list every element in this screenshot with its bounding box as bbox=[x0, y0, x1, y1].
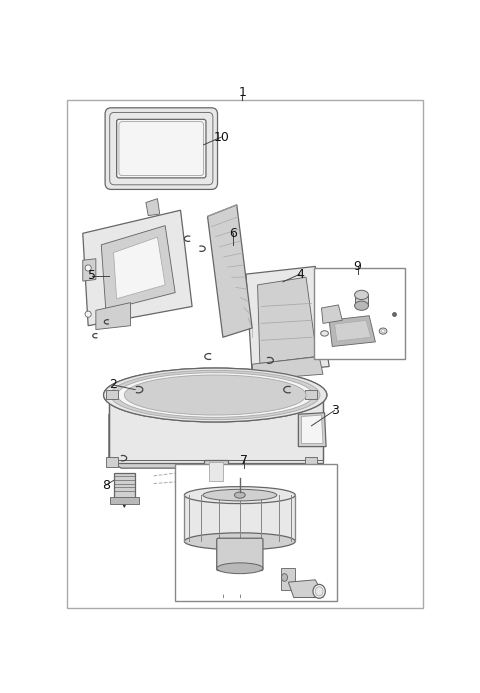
Polygon shape bbox=[246, 266, 329, 374]
Bar bbox=[281, 568, 295, 590]
Ellipse shape bbox=[281, 574, 288, 581]
Ellipse shape bbox=[184, 486, 295, 504]
Text: 2: 2 bbox=[109, 378, 118, 392]
Polygon shape bbox=[288, 580, 323, 597]
Text: 9: 9 bbox=[354, 260, 361, 273]
Polygon shape bbox=[252, 356, 323, 380]
Bar bbox=[184, 495, 295, 541]
Bar bbox=[314, 268, 405, 359]
Bar bbox=[204, 460, 228, 493]
Polygon shape bbox=[146, 199, 160, 216]
Bar bbox=[175, 464, 337, 602]
Polygon shape bbox=[258, 277, 317, 363]
Ellipse shape bbox=[355, 301, 369, 310]
Text: 3: 3 bbox=[331, 404, 338, 417]
Text: 10: 10 bbox=[214, 130, 229, 143]
Text: 5: 5 bbox=[88, 269, 96, 282]
Ellipse shape bbox=[110, 370, 320, 420]
Bar bbox=[304, 389, 317, 399]
Circle shape bbox=[85, 311, 91, 317]
FancyBboxPatch shape bbox=[217, 538, 263, 570]
Ellipse shape bbox=[315, 587, 323, 596]
Ellipse shape bbox=[381, 330, 385, 333]
Polygon shape bbox=[315, 282, 331, 324]
Text: 7: 7 bbox=[240, 454, 249, 467]
Polygon shape bbox=[329, 316, 375, 346]
FancyBboxPatch shape bbox=[105, 108, 217, 189]
Polygon shape bbox=[335, 320, 371, 341]
Bar bbox=[355, 295, 369, 306]
Bar bbox=[114, 473, 135, 500]
Ellipse shape bbox=[234, 492, 245, 498]
Ellipse shape bbox=[379, 328, 387, 334]
Ellipse shape bbox=[104, 368, 327, 422]
Polygon shape bbox=[207, 205, 252, 337]
Polygon shape bbox=[322, 305, 342, 324]
FancyBboxPatch shape bbox=[110, 112, 213, 185]
Ellipse shape bbox=[318, 339, 325, 348]
Bar bbox=[106, 457, 118, 466]
Ellipse shape bbox=[321, 331, 328, 336]
Bar bbox=[304, 457, 317, 466]
Bar bbox=[106, 389, 118, 399]
Polygon shape bbox=[96, 303, 131, 330]
Polygon shape bbox=[83, 210, 192, 326]
Ellipse shape bbox=[217, 563, 263, 574]
FancyBboxPatch shape bbox=[117, 119, 206, 178]
Polygon shape bbox=[114, 237, 165, 299]
Text: 8: 8 bbox=[102, 479, 110, 491]
Polygon shape bbox=[299, 413, 326, 446]
Circle shape bbox=[85, 265, 91, 271]
Ellipse shape bbox=[104, 368, 327, 422]
FancyBboxPatch shape bbox=[119, 122, 204, 175]
Bar bbox=[109, 395, 323, 463]
Ellipse shape bbox=[118, 373, 313, 417]
Text: 6: 6 bbox=[229, 227, 237, 240]
Polygon shape bbox=[101, 226, 175, 310]
Ellipse shape bbox=[314, 335, 328, 352]
Ellipse shape bbox=[184, 533, 295, 550]
Polygon shape bbox=[83, 258, 96, 281]
Ellipse shape bbox=[313, 584, 325, 598]
Bar bbox=[110, 498, 139, 504]
Ellipse shape bbox=[115, 376, 315, 421]
Polygon shape bbox=[109, 414, 323, 468]
Ellipse shape bbox=[124, 375, 306, 415]
Ellipse shape bbox=[355, 290, 369, 299]
Polygon shape bbox=[301, 415, 323, 444]
Ellipse shape bbox=[203, 489, 277, 501]
Text: 4: 4 bbox=[296, 267, 304, 281]
Text: 1: 1 bbox=[238, 86, 246, 99]
Bar bbox=[209, 462, 223, 481]
